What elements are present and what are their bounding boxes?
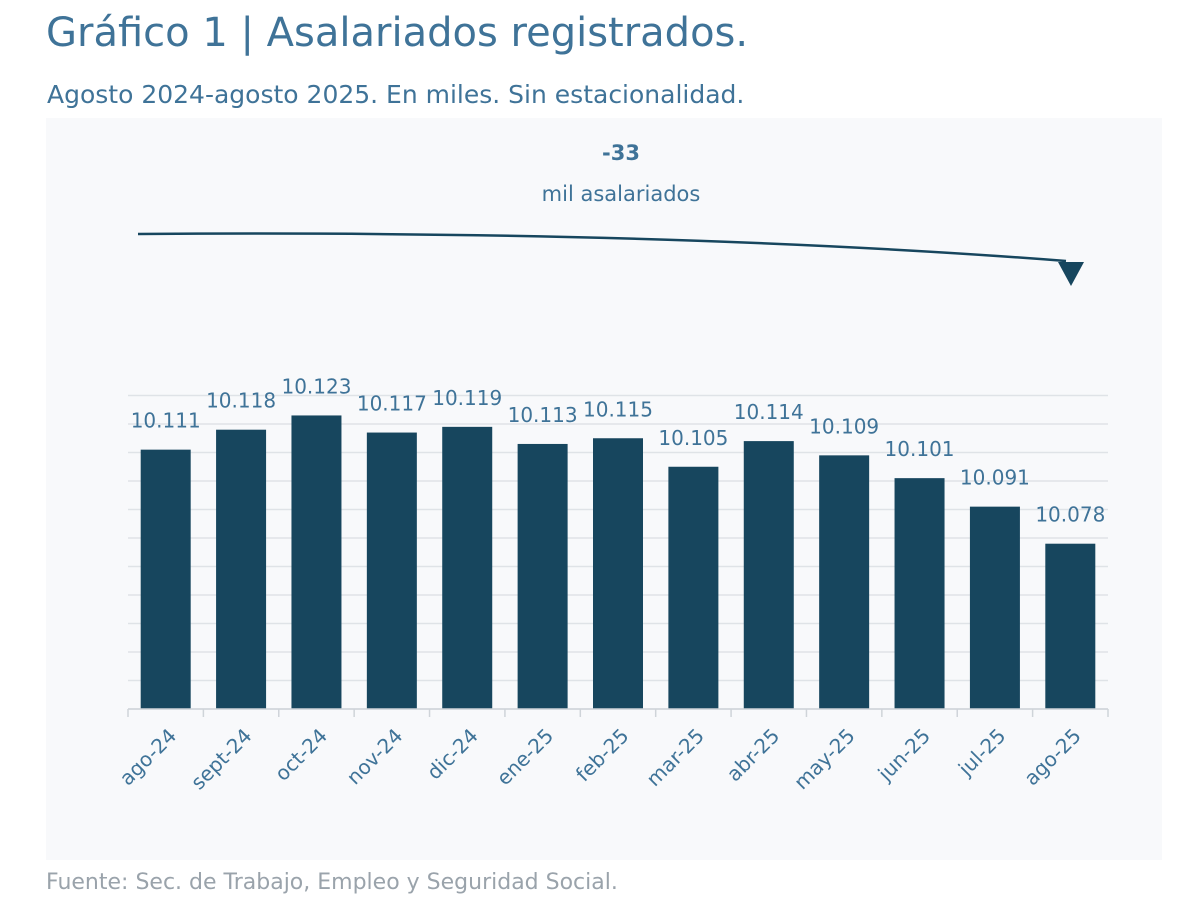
bar-nov-24 bbox=[366, 432, 417, 709]
bar-jul-25 bbox=[969, 506, 1020, 709]
x-axis-labels: ago-24 sept-24 oct-24 nov-24 dic-24 ene-25 feb… bbox=[115, 724, 1086, 795]
x-label-feb-25: feb-25 bbox=[571, 724, 634, 787]
x-axis-ticks bbox=[127, 709, 1109, 717]
chart-subtitle: Agosto 2024-agosto 2025. En miles. Sin e… bbox=[47, 80, 745, 109]
x-label-nov-24: nov-24 bbox=[342, 724, 408, 790]
bar-mar-25 bbox=[668, 466, 719, 709]
data-label-ene-25: 10.113 bbox=[508, 403, 578, 427]
data-label-jul-25: 10.091 bbox=[960, 466, 1030, 490]
bar-may-25 bbox=[819, 455, 870, 709]
x-label-sept-24: sept-24 bbox=[186, 724, 257, 795]
bar-ene-25 bbox=[517, 443, 568, 709]
x-label-jul-25: jul-25 bbox=[953, 724, 1011, 782]
bar-oct-24 bbox=[291, 415, 342, 709]
data-label-sept-24: 10.118 bbox=[206, 389, 276, 413]
x-label-ago-25: ago-25 bbox=[1019, 724, 1086, 791]
data-label-nov-24: 10.117 bbox=[357, 392, 427, 416]
data-label-abr-25: 10.114 bbox=[734, 400, 804, 424]
data-label-ago-24: 10.111 bbox=[131, 409, 201, 433]
bar-jun-25 bbox=[894, 478, 945, 709]
bar-dic-24 bbox=[442, 426, 493, 709]
data-label-may-25: 10.109 bbox=[809, 414, 879, 438]
x-label-oct-24: oct-24 bbox=[270, 724, 332, 786]
chart-title: Gráfico 1 | Asalariados registrados. bbox=[46, 10, 749, 56]
x-label-ene-25: ene-25 bbox=[492, 724, 558, 790]
data-label-ago-25: 10.078 bbox=[1035, 503, 1105, 527]
bar-feb-25 bbox=[593, 438, 643, 709]
data-label-mar-25: 10.105 bbox=[658, 426, 728, 450]
data-label-feb-25: 10.115 bbox=[583, 397, 653, 421]
chart-area: -33 mil asalariados 10.111 10.118 10.123 10… bbox=[46, 118, 1162, 860]
data-label-dic-24: 10.119 bbox=[432, 386, 502, 410]
annotation-text: mil asalariados bbox=[542, 182, 701, 206]
bar-ago-25 bbox=[1045, 543, 1096, 709]
trend-arrow-group bbox=[137, 232, 1084, 286]
bar-abr-25 bbox=[743, 441, 794, 709]
source-note: Fuente: Sec. de Trabajo, Empleo y Seguri… bbox=[46, 870, 618, 895]
bar-ago-24 bbox=[140, 449, 191, 709]
bars bbox=[140, 415, 1096, 709]
x-label-jun-25: jun-25 bbox=[872, 724, 935, 787]
x-label-mar-25: mar-25 bbox=[641, 724, 708, 791]
data-label-jun-25: 10.101 bbox=[885, 437, 955, 461]
x-label-dic-24: dic-24 bbox=[422, 724, 483, 785]
trend-arrow-line bbox=[137, 232, 1067, 263]
x-label-ago-24: ago-24 bbox=[115, 724, 182, 791]
trend-arrowhead-icon bbox=[1058, 262, 1084, 286]
bar-sept-24 bbox=[216, 429, 267, 709]
bar-chart: -33 mil asalariados 10.11110.11810.12310… bbox=[115, 141, 1109, 795]
x-label-may-25: may-25 bbox=[789, 724, 860, 795]
annotation-value: -33 bbox=[602, 141, 640, 165]
x-label-abr-25: abr-25 bbox=[722, 724, 785, 787]
data-label-oct-24: 10.123 bbox=[281, 374, 351, 398]
